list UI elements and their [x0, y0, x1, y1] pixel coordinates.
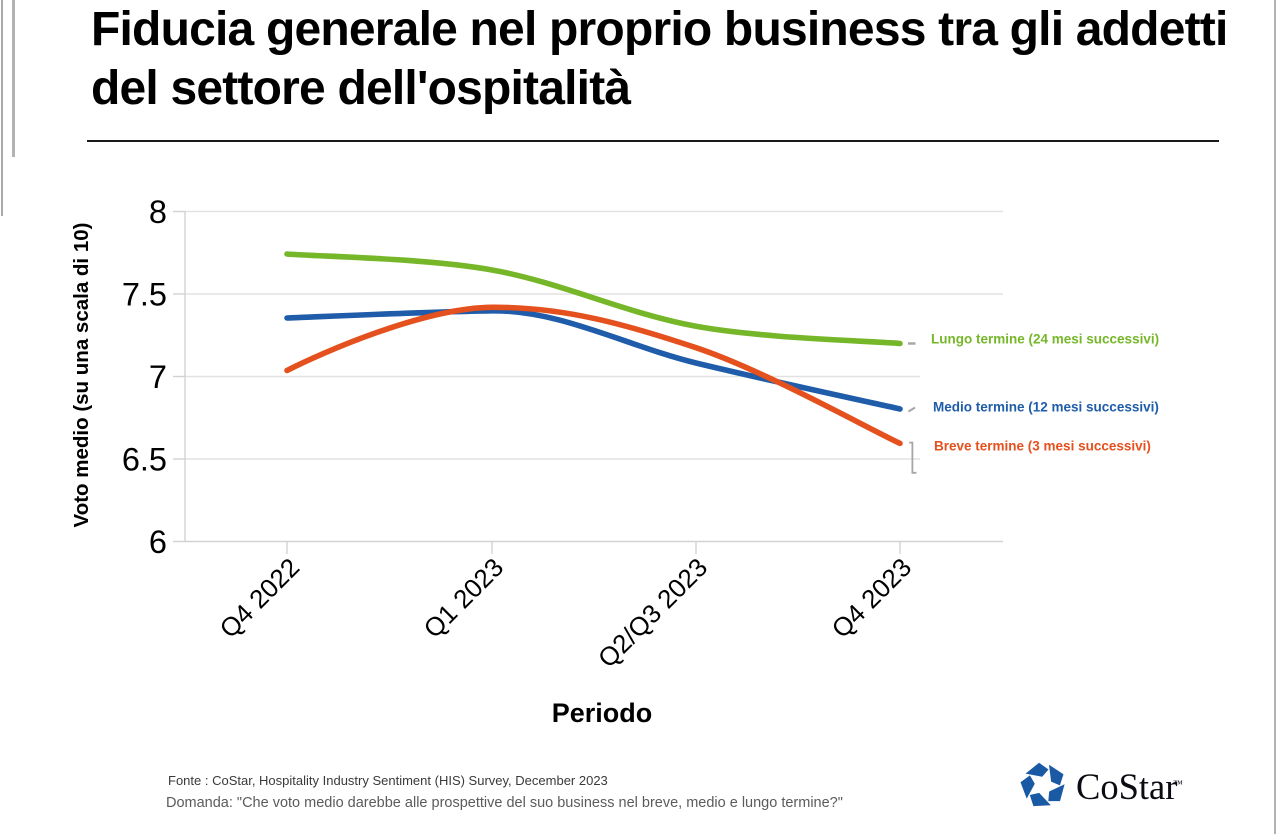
svg-text:7: 7	[149, 359, 167, 395]
svg-text:6.5: 6.5	[122, 442, 167, 478]
svg-text:Q4 2023: Q4 2023	[825, 552, 917, 644]
svg-text:Voto medio (su una scala di 10: Voto medio (su una scala di 10)	[70, 223, 93, 528]
svg-text:™: ™	[1173, 779, 1183, 790]
svg-text:6: 6	[149, 524, 167, 560]
svg-text:Breve termine (3 mesi successi: Breve termine (3 mesi successivi)	[934, 439, 1151, 454]
svg-text:7.5: 7.5	[122, 277, 167, 313]
svg-text:CoStar: CoStar	[1076, 766, 1177, 807]
svg-text:Periodo: Periodo	[552, 698, 653, 728]
svg-text:Medio termine (12 mesi success: Medio termine (12 mesi successivi)	[933, 400, 1159, 415]
svg-text:Q2/Q3 2023: Q2/Q3 2023	[592, 552, 713, 673]
svg-text:8: 8	[149, 194, 167, 230]
svg-text:Q4 2022: Q4 2022	[213, 552, 305, 644]
svg-text:Lungo termine (24 mesi success: Lungo termine (24 mesi successivi)	[931, 332, 1159, 347]
svg-text:Q1 2023: Q1 2023	[417, 552, 509, 644]
